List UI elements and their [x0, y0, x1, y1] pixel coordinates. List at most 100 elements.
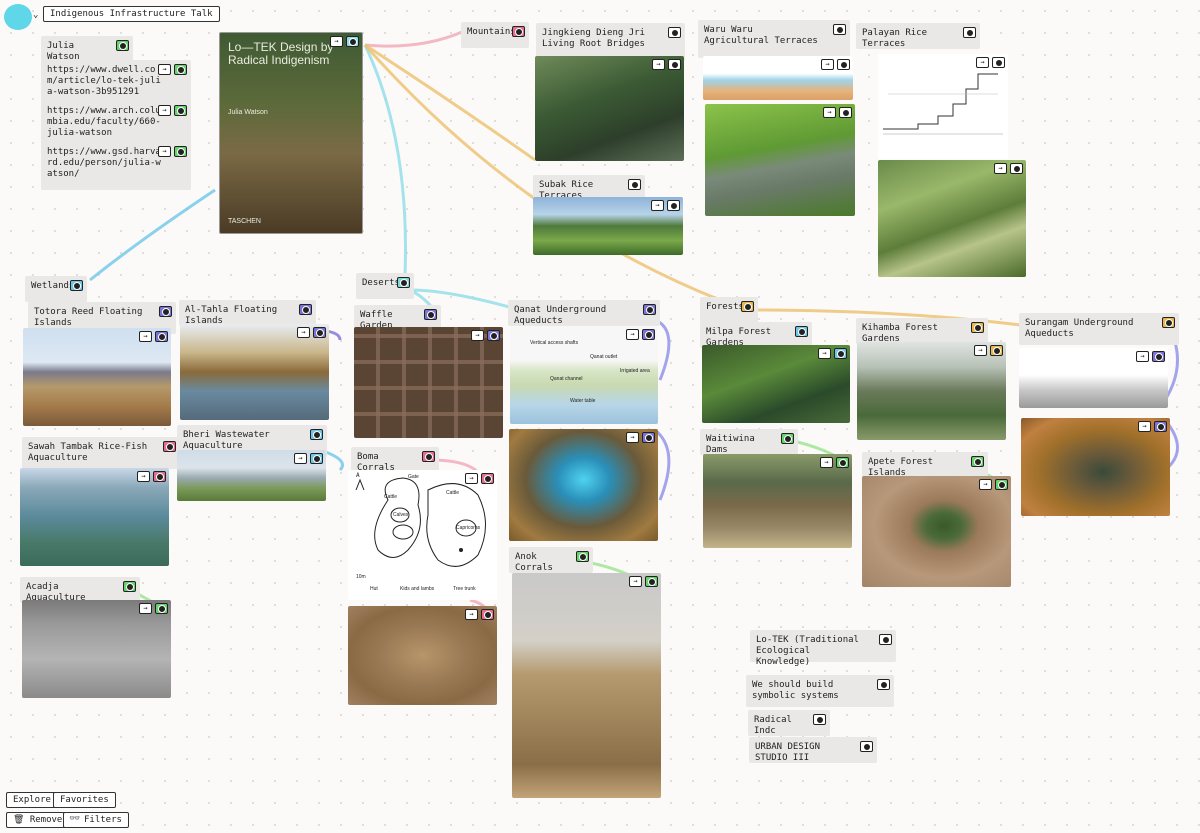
card-waru-waru[interactable]: Waru Waru Agricultural Terraces: [698, 20, 850, 58]
arrow-icon[interactable]: →: [158, 64, 171, 75]
image-boma-plan[interactable]: A Cattle Calves Cattle Capricorns Gate 1…: [348, 470, 497, 600]
card-deserts[interactable]: Deserts: [356, 273, 414, 299]
arrow-icon[interactable]: →: [823, 107, 836, 118]
image-surangam-diagram[interactable]: →: [1019, 348, 1168, 408]
card-forests[interactable]: Forests: [700, 297, 758, 323]
connection-dot-icon[interactable]: [424, 309, 437, 320]
connection-dot-icon[interactable]: [628, 179, 641, 190]
card-waffle-garden[interactable]: Waffle Garden: [354, 305, 441, 331]
arrow-icon[interactable]: →: [294, 453, 307, 464]
connection-dot-icon[interactable]: [174, 146, 187, 157]
card-waitiwina[interactable]: Waitiwina Dams: [700, 429, 798, 455]
arrow-icon[interactable]: →: [471, 330, 484, 341]
removed-button[interactable]: 🗑 Removed: [6, 812, 75, 828]
connection-dot-icon[interactable]: [153, 471, 166, 482]
card-apete[interactable]: Apete Forest Islands: [862, 452, 988, 478]
app-logo[interactable]: [4, 4, 32, 30]
arrow-icon[interactable]: →: [139, 603, 152, 614]
arrow-icon[interactable]: →: [652, 59, 665, 70]
connection-dot-icon[interactable]: [512, 26, 525, 37]
card-julia-watson[interactable]: Julia Watson: [41, 36, 133, 62]
connection-dot-icon[interactable]: [346, 36, 359, 47]
image-waffle-garden[interactable]: →: [354, 327, 503, 438]
card-mountains[interactable]: Mountains: [461, 22, 529, 48]
connection-dot-icon[interactable]: [174, 105, 187, 116]
connection-dot-icon[interactable]: [1010, 163, 1023, 174]
card-wetlands[interactable]: Wetlands: [25, 276, 87, 302]
card-anok[interactable]: Anok Corrals: [509, 547, 593, 573]
connection-dot-icon[interactable]: [642, 432, 655, 443]
image-palayan-terraces[interactable]: →: [878, 160, 1026, 277]
explore-button[interactable]: Explore: [6, 792, 58, 808]
connection-dot-icon[interactable]: [667, 200, 680, 211]
arrow-icon[interactable]: →: [651, 200, 664, 211]
card-al-tahla[interactable]: Al-Tahla Floating Islands: [179, 300, 316, 326]
image-waru-field[interactable]: →: [705, 104, 855, 216]
image-qanat-diagram[interactable]: Vertical access shafts Qanat outlet Qana…: [510, 326, 658, 424]
connection-dot-icon[interactable]: [174, 64, 187, 75]
arrow-icon[interactable]: →: [976, 57, 989, 68]
card-qanat[interactable]: Qanat Underground Aqueducts: [508, 300, 660, 326]
card-acadja[interactable]: Acadja Aquaculture: [20, 577, 140, 603]
arrow-icon[interactable]: →: [297, 327, 310, 338]
arrow-icon[interactable]: →: [330, 36, 343, 47]
connection-dot-icon[interactable]: [795, 326, 808, 337]
connection-dot-icon[interactable]: [668, 59, 681, 70]
image-subak[interactable]: →: [533, 197, 683, 255]
arrow-icon[interactable]: →: [158, 146, 171, 157]
connection-dot-icon[interactable]: [992, 57, 1005, 68]
image-bheri[interactable]: →: [177, 450, 326, 501]
image-boma-aerial[interactable]: →: [348, 606, 497, 705]
connection-dot-icon[interactable]: [839, 107, 852, 118]
arrow-icon[interactable]: →: [820, 457, 833, 468]
arrow-icon[interactable]: →: [137, 471, 150, 482]
connection-dot-icon[interactable]: [879, 634, 892, 645]
card-url-gsd[interactable]: https://www.gsd.harvard.edu/person/julia…: [41, 142, 191, 190]
connection-dot-icon[interactable]: [837, 59, 850, 70]
arrow-icon[interactable]: →: [629, 576, 642, 587]
book-cover-image[interactable]: Lo—TEK Design by Radical Indigenism Juli…: [219, 32, 363, 234]
arrow-icon[interactable]: →: [465, 473, 478, 484]
card-surangam[interactable]: Surangam Underground Aqueducts: [1019, 313, 1179, 345]
arrow-icon[interactable]: →: [158, 105, 171, 116]
arrow-icon[interactable]: →: [1136, 351, 1149, 362]
image-palayan-diagram[interactable]: →: [878, 54, 1008, 159]
space-title[interactable]: Indigenous Infrastructure Talk: [43, 6, 220, 22]
connection-dot-icon[interactable]: [70, 280, 83, 291]
image-sawah-tambak[interactable]: →: [20, 468, 169, 566]
connection-dot-icon[interactable]: [116, 40, 129, 51]
connection-dot-icon[interactable]: [163, 441, 176, 452]
arrow-icon[interactable]: →: [974, 345, 987, 356]
connection-dot-icon[interactable]: [860, 741, 873, 752]
arrow-icon[interactable]: →: [1138, 421, 1151, 432]
card-url-dwell[interactable]: https://www.dwell.com/article/lo-tek-jul…: [41, 60, 191, 108]
card-jingkieng[interactable]: Jingkieng Dieng Jri Living Root Bridges: [536, 23, 685, 61]
connection-dot-icon[interactable]: [877, 679, 890, 690]
card-sawah-tambak[interactable]: Sawah Tambak Rice-Fish Aquaculture: [22, 437, 180, 469]
connection-dot-icon[interactable]: [971, 456, 984, 467]
connection-dot-icon[interactable]: [834, 348, 847, 359]
image-al-tahla[interactable]: →: [180, 324, 329, 420]
connection-dot-icon[interactable]: [487, 330, 500, 341]
image-totora[interactable]: →: [23, 328, 171, 426]
connection-dot-icon[interactable]: [155, 331, 168, 342]
image-anok[interactable]: →: [512, 573, 661, 798]
connection-dot-icon[interactable]: [576, 551, 589, 562]
connection-dot-icon[interactable]: [159, 306, 172, 317]
image-qanat-tunnel[interactable]: →: [509, 429, 658, 541]
connection-dot-icon[interactable]: [741, 301, 754, 312]
connection-dot-icon[interactable]: [310, 453, 323, 464]
image-waitiwina[interactable]: →: [703, 454, 852, 548]
connection-dot-icon[interactable]: [781, 433, 794, 444]
connection-dot-icon[interactable]: [990, 345, 1003, 356]
connection-dot-icon[interactable]: [422, 451, 435, 462]
connection-dot-icon[interactable]: [313, 327, 326, 338]
connection-dot-icon[interactable]: [397, 277, 410, 288]
connection-dot-icon[interactable]: [643, 304, 656, 315]
connection-dot-icon[interactable]: [836, 457, 849, 468]
card-kihamba[interactable]: Kihamba Forest Gardens: [856, 318, 988, 344]
card-symbolic-systems[interactable]: We should build symbolic systems: [746, 675, 894, 707]
connection-dot-icon[interactable]: [481, 609, 494, 620]
arrow-icon[interactable]: →: [626, 432, 639, 443]
arrow-icon[interactable]: →: [994, 163, 1007, 174]
